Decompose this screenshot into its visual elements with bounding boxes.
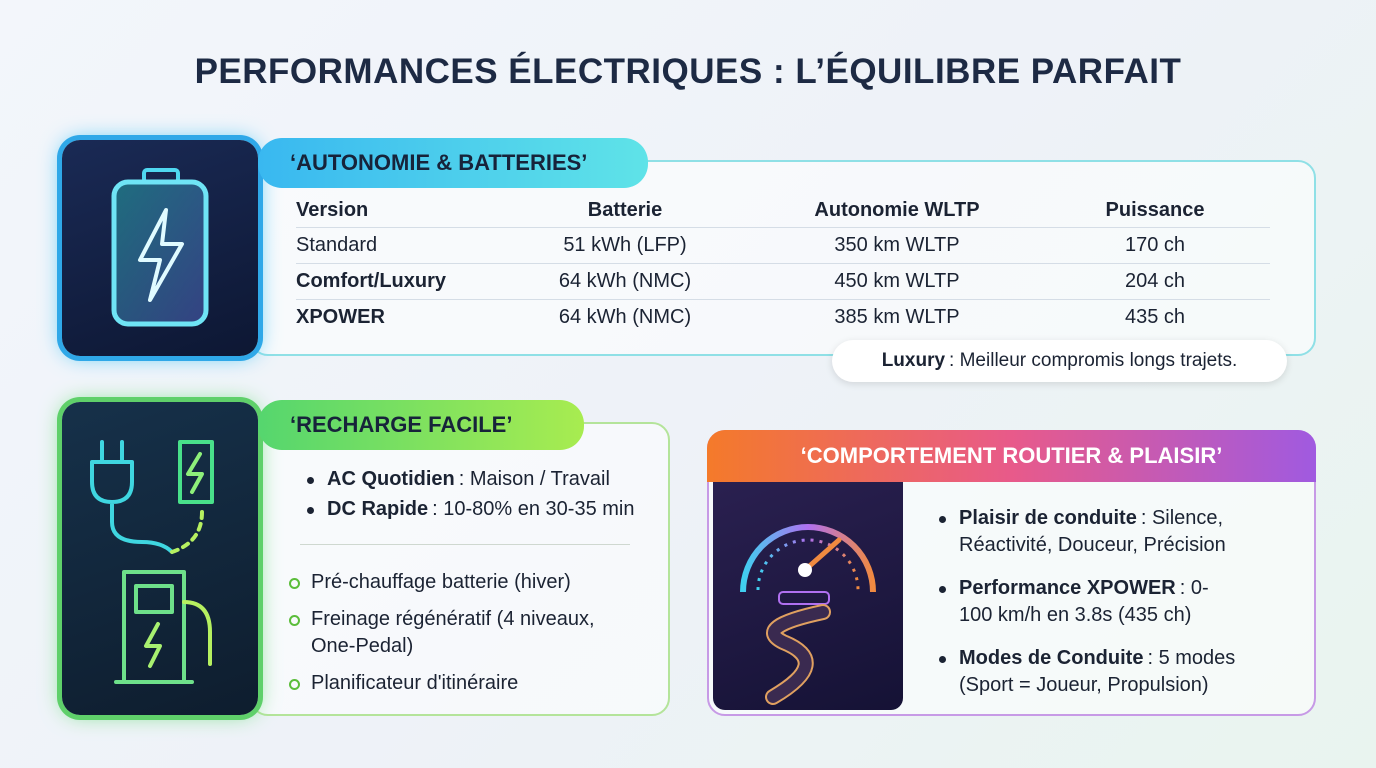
charging-icon <box>90 440 214 684</box>
item: Freinage régénératif (4 niveaux, One-Ped… <box>287 606 641 660</box>
table-cell: 350 km WLTP <box>754 227 1040 264</box>
charging-icon-box <box>62 402 258 715</box>
bullet: Modes de Conduite: 5 modes (Sport = Joue… <box>935 645 1279 699</box>
page-title: PERFORMANCES ÉLECTRIQUES : L’ÉQUILIBRE P… <box>194 52 1182 91</box>
bullet-bold: DC Rapide <box>327 498 429 520</box>
item: Pré-chauffage batterie (hiver) <box>287 569 647 596</box>
charging-bullets: AC Quotidien: Maison / Travail DC Rapide… <box>303 466 663 523</box>
charging-heading: ‘RECHARGE FACILE’ <box>258 400 584 450</box>
battery-note: Luxury: Meilleur compromis longs trajets… <box>832 340 1287 382</box>
column-header: Autonomie WLTP <box>814 198 980 221</box>
bullet-text: : Maison / Travail <box>458 468 610 490</box>
note-text: : Meilleur compromis longs trajets. <box>949 350 1238 371</box>
bullet-bold: Modes de Conduite <box>959 647 1144 669</box>
charging-items: Pré-chauffage batterie (hiver) Freinage … <box>287 569 647 697</box>
table-cell: 170 ch <box>1040 227 1270 264</box>
bullet-bold: Performance XPOWER <box>959 577 1176 599</box>
divider <box>300 544 630 545</box>
battery-icon <box>111 168 209 327</box>
bullet-text: : Silence, Réactivité, Douceur, Précisio… <box>959 507 1226 556</box>
table-cell: Standard <box>296 227 496 264</box>
battery-table: Version Batterie Autonomie WLTP Puissanc… <box>296 193 1270 335</box>
speedometer-icon <box>740 524 876 705</box>
bullet: DC Rapide: 10-80% en 30-35 min <box>303 496 663 523</box>
bullet-text: : 0-100 km/h en 3.8s (435 ch) <box>959 577 1209 626</box>
driving-bullets: Plaisir de conduite: Silence, Réactivité… <box>935 505 1265 699</box>
battery-heading: ‘AUTONOMIE & BATTERIES’ <box>258 138 648 188</box>
table-cell: 64 kWh (NMC) <box>496 263 754 300</box>
bullet-bold: AC Quotidien <box>327 468 455 490</box>
column-header: Puissance <box>1105 198 1205 221</box>
table-cell: XPOWER <box>296 299 496 335</box>
driving-icon-box <box>713 482 903 710</box>
bullet-text: : 5 modes (Sport = Joueur, Propulsion) <box>959 647 1236 696</box>
bullet-text: : 10-80% en 30-35 min <box>432 498 635 520</box>
table-cell: Comfort/Luxury <box>296 263 496 300</box>
bullet: Performance XPOWER: 0-100 km/h en 3.8s (… <box>935 575 1234 629</box>
bullet: AC Quotidien: Maison / Travail <box>303 466 663 493</box>
battery-icon-box <box>62 140 258 356</box>
table-cell: 435 ch <box>1040 299 1270 335</box>
table-cell: 64 kWh (NMC) <box>496 299 754 335</box>
bullet: Plaisir de conduite: Silence, Réactivité… <box>935 505 1265 559</box>
item: Planificateur d'itinéraire <box>287 670 647 697</box>
driving-heading: ‘COMPORTEMENT ROUTIER & PLAISIR’ <box>707 430 1316 482</box>
charging-panel <box>250 422 670 716</box>
note-bold: Luxury <box>881 350 946 371</box>
table-row: Comfort/Luxury 64 kWh (NMC) 450 km WLTP … <box>296 263 1270 300</box>
table-row: Standard 51 kWh (LFP) 350 km WLTP 170 ch <box>296 227 1270 264</box>
column-header: Version <box>296 198 369 221</box>
table-cell: 204 ch <box>1040 263 1270 300</box>
column-header: Batterie <box>587 198 663 221</box>
table-cell: 385 km WLTP <box>754 299 1040 335</box>
table-cell: 51 kWh (LFP) <box>496 227 754 264</box>
table-cell: 450 km WLTP <box>754 263 1040 300</box>
bullet-bold: Plaisir de conduite <box>959 507 1137 529</box>
table-row: XPOWER 64 kWh (NMC) 385 km WLTP 435 ch <box>296 299 1270 335</box>
table-header: Version Batterie Autonomie WLTP Puissanc… <box>296 193 1270 228</box>
